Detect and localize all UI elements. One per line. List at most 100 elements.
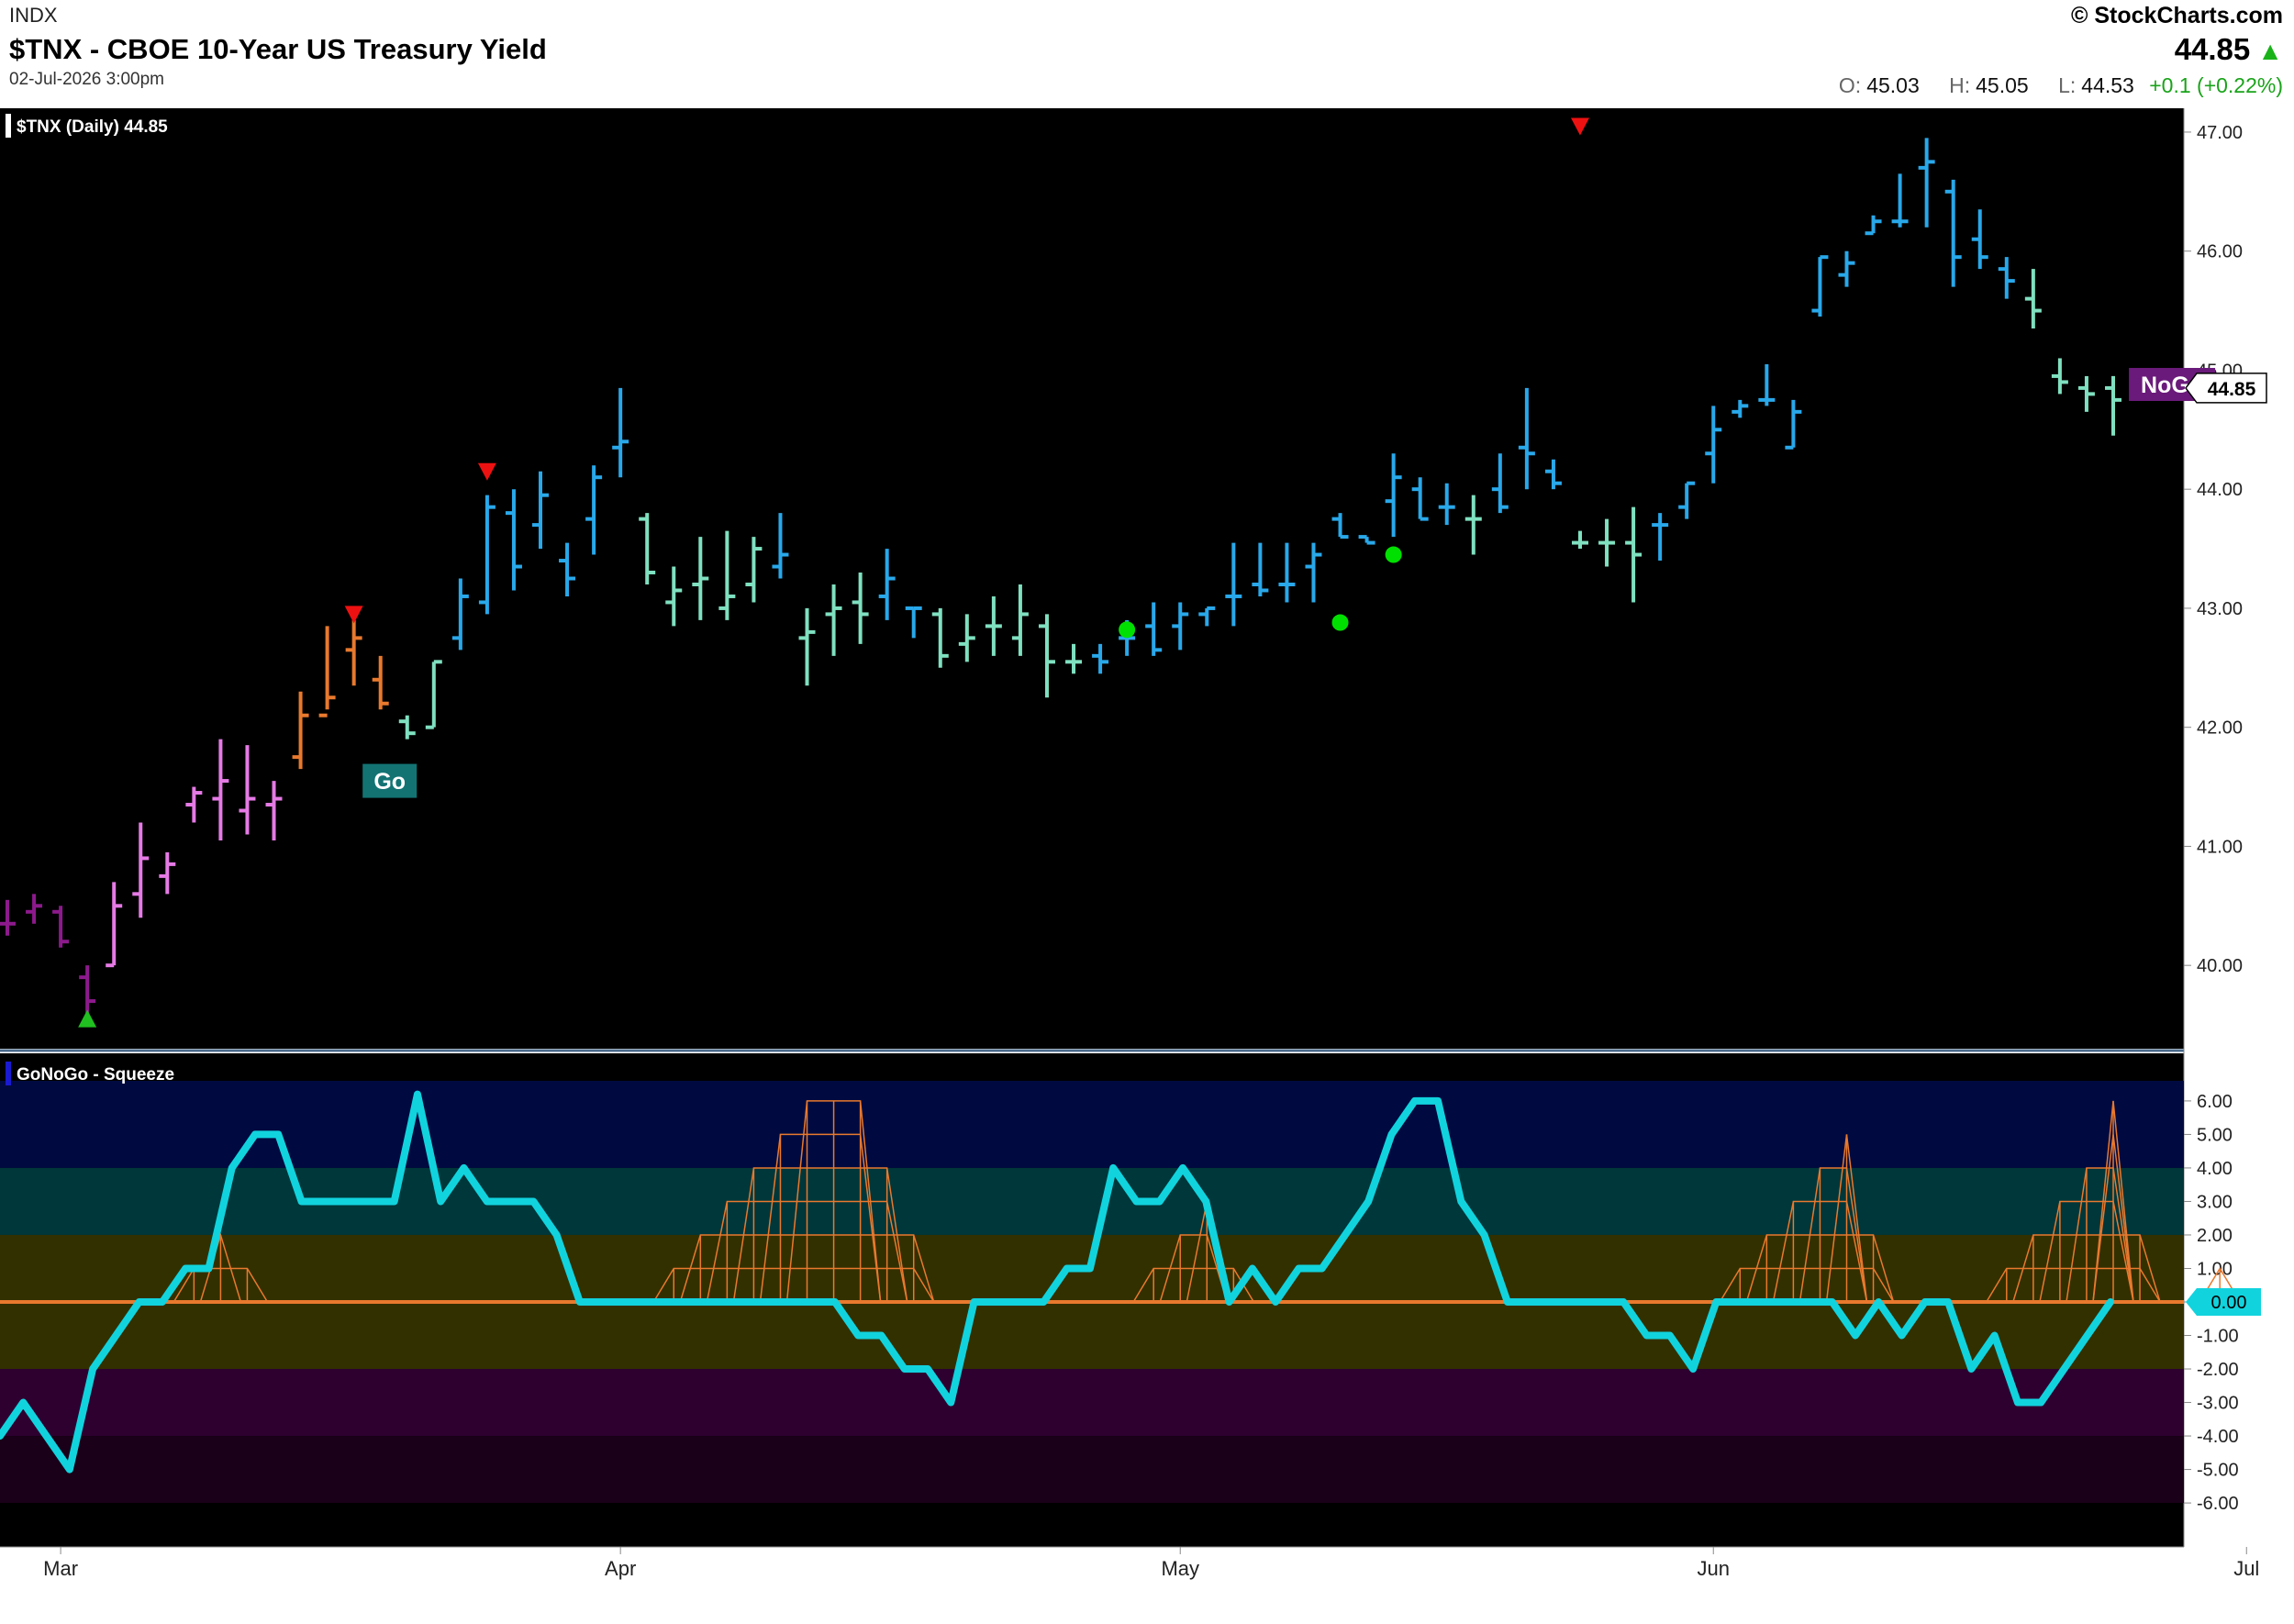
quote-panel: © StockCharts.com 44.85 ▲ O: 45.03 H: 45.05… xyxy=(1815,0,2283,101)
osc-axis-label-box xyxy=(2186,1288,2261,1316)
ohlc-bar xyxy=(1598,518,1616,567)
high-value: 45.05 xyxy=(1976,73,2029,97)
ohlc-bar xyxy=(1438,483,1455,526)
ohlc-bar xyxy=(106,882,123,968)
price-tick-label: 47.00 xyxy=(2197,123,2243,143)
ohlc-bar xyxy=(718,530,736,620)
osc-tick-label: 3.00 xyxy=(2197,1192,2233,1212)
price-tick-label: 40.00 xyxy=(2197,956,2243,976)
ohlc-bar xyxy=(1865,215,1882,236)
x-tick-label: Jul xyxy=(2233,1557,2259,1580)
ohlc-bar xyxy=(1544,459,1562,490)
ohlc-readout: O: 45.03 H: 45.05 L: 44.53 +0.1 (+0.22%) xyxy=(1815,70,2283,101)
price-tick-label: 41.00 xyxy=(2197,837,2243,857)
ohlc-bar xyxy=(905,606,922,639)
price-legend-swatch xyxy=(6,114,11,138)
ohlc-bar xyxy=(1092,643,1109,674)
signal-dot xyxy=(1119,621,1136,639)
ohlc-bar xyxy=(692,537,709,620)
ohlc-bar xyxy=(1571,530,1588,550)
up-arrow-marker xyxy=(78,1009,97,1028)
chart-canvas[interactable]: 47.0046.0045.0044.0043.0042.0041.0040.00… xyxy=(0,103,2294,1624)
last-price: 44.85 ▲ xyxy=(1815,31,2283,70)
down-arrow-marker xyxy=(477,462,496,481)
ohlc-bar xyxy=(1145,602,1163,656)
ohlc-bar xyxy=(1065,643,1083,674)
high-label: H: xyxy=(1949,73,1971,97)
squeeze-step xyxy=(759,1133,882,1303)
oscillator-line xyxy=(0,1090,2114,1474)
ohlc-bar xyxy=(52,906,70,948)
signal-dot xyxy=(1385,546,1402,563)
osc-legend: GoNoGo - Squeeze xyxy=(17,1065,174,1085)
x-tick-label: Apr xyxy=(605,1557,636,1580)
osc-axis-label: 0.00 xyxy=(2211,1293,2247,1313)
ohlc-bar xyxy=(559,542,576,596)
ohlc-bar xyxy=(958,614,975,662)
ohlc-bar xyxy=(1625,506,1643,603)
ohlc-bar xyxy=(451,578,469,651)
ohlc-bar xyxy=(1252,542,1269,596)
squeeze-step xyxy=(1798,1167,1868,1303)
price-tick-label: 44.00 xyxy=(2197,480,2243,500)
chart-title: $TNX - CBOE 10-Year US Treasury Yield xyxy=(9,33,547,65)
ohlc-bar xyxy=(26,894,43,924)
osc-tick-label: 6.00 xyxy=(2197,1092,2233,1112)
ohlc-bar xyxy=(2105,375,2121,436)
osc-tick-label: 2.00 xyxy=(2197,1226,2233,1246)
exchange-label: INDX xyxy=(9,4,58,27)
up-triangle-icon: ▲ xyxy=(2257,37,2283,65)
ohlc-bar xyxy=(0,899,16,936)
ohlc-bar xyxy=(1678,481,1696,519)
price-tick-label: 43.00 xyxy=(2197,599,2243,619)
osc-zone-band xyxy=(0,1302,2184,1370)
low-label: L: xyxy=(2058,73,2077,97)
ohlc-bar xyxy=(931,607,949,668)
squeeze-grid xyxy=(173,1100,2241,1303)
open-value: 45.03 xyxy=(1866,73,1920,97)
ohlc-bar xyxy=(1411,477,1429,521)
ohlc-bar xyxy=(745,537,763,603)
ohlc-bar xyxy=(478,495,496,615)
ohlc-bar xyxy=(1011,584,1029,656)
price-legend: $TNX (Daily) 44.85 xyxy=(17,117,168,137)
ohlc-bar xyxy=(372,655,389,710)
ohlc-bar xyxy=(1491,453,1509,514)
ohlc-bar xyxy=(1785,399,1802,450)
ohlc-bar xyxy=(825,584,842,656)
ohlc-bar xyxy=(1198,606,1216,627)
ohlc-bar xyxy=(1705,406,1722,484)
brand-logo[interactable]: © StockCharts.com xyxy=(2071,3,2283,28)
osc-tick-label: -3.00 xyxy=(2197,1394,2239,1414)
osc-legend-swatch xyxy=(6,1062,11,1085)
price-panel-bg xyxy=(0,108,2184,1049)
open-label: O: xyxy=(1838,73,1862,97)
osc-zone-band xyxy=(0,1081,2184,1168)
squeeze-step xyxy=(652,1267,935,1303)
ohlc-bar xyxy=(1652,513,1669,562)
ohlc-bar xyxy=(1331,513,1349,539)
ohlc-bar xyxy=(665,566,683,627)
ohlc-bar xyxy=(2051,358,2068,395)
ohlc-bar xyxy=(159,851,176,895)
ohlc-bar xyxy=(1278,542,1296,603)
ohlc-bar xyxy=(318,626,336,717)
ohlc-bar xyxy=(132,822,150,918)
squeeze-step xyxy=(1159,1234,1228,1303)
ohlc-bar xyxy=(585,465,603,555)
ohlc-bar xyxy=(852,573,869,644)
ohlc-bar xyxy=(1172,602,1189,651)
squeeze-step xyxy=(2066,1167,2134,1303)
ohlc-bar xyxy=(1518,387,1535,490)
ohlc-bar xyxy=(425,660,442,729)
ohlc-bar xyxy=(292,691,309,770)
osc-tick-label: -4.00 xyxy=(2197,1427,2239,1447)
ohlc-bar xyxy=(1225,542,1242,627)
squeeze-step xyxy=(732,1167,908,1303)
osc-zone-band xyxy=(0,1369,2184,1437)
ohlc-bar xyxy=(798,607,816,686)
down-arrow-marker xyxy=(344,606,363,624)
squeeze-step xyxy=(1719,1267,1895,1303)
ohlc-bar xyxy=(185,786,203,823)
ohlc-bar xyxy=(1918,138,1935,228)
